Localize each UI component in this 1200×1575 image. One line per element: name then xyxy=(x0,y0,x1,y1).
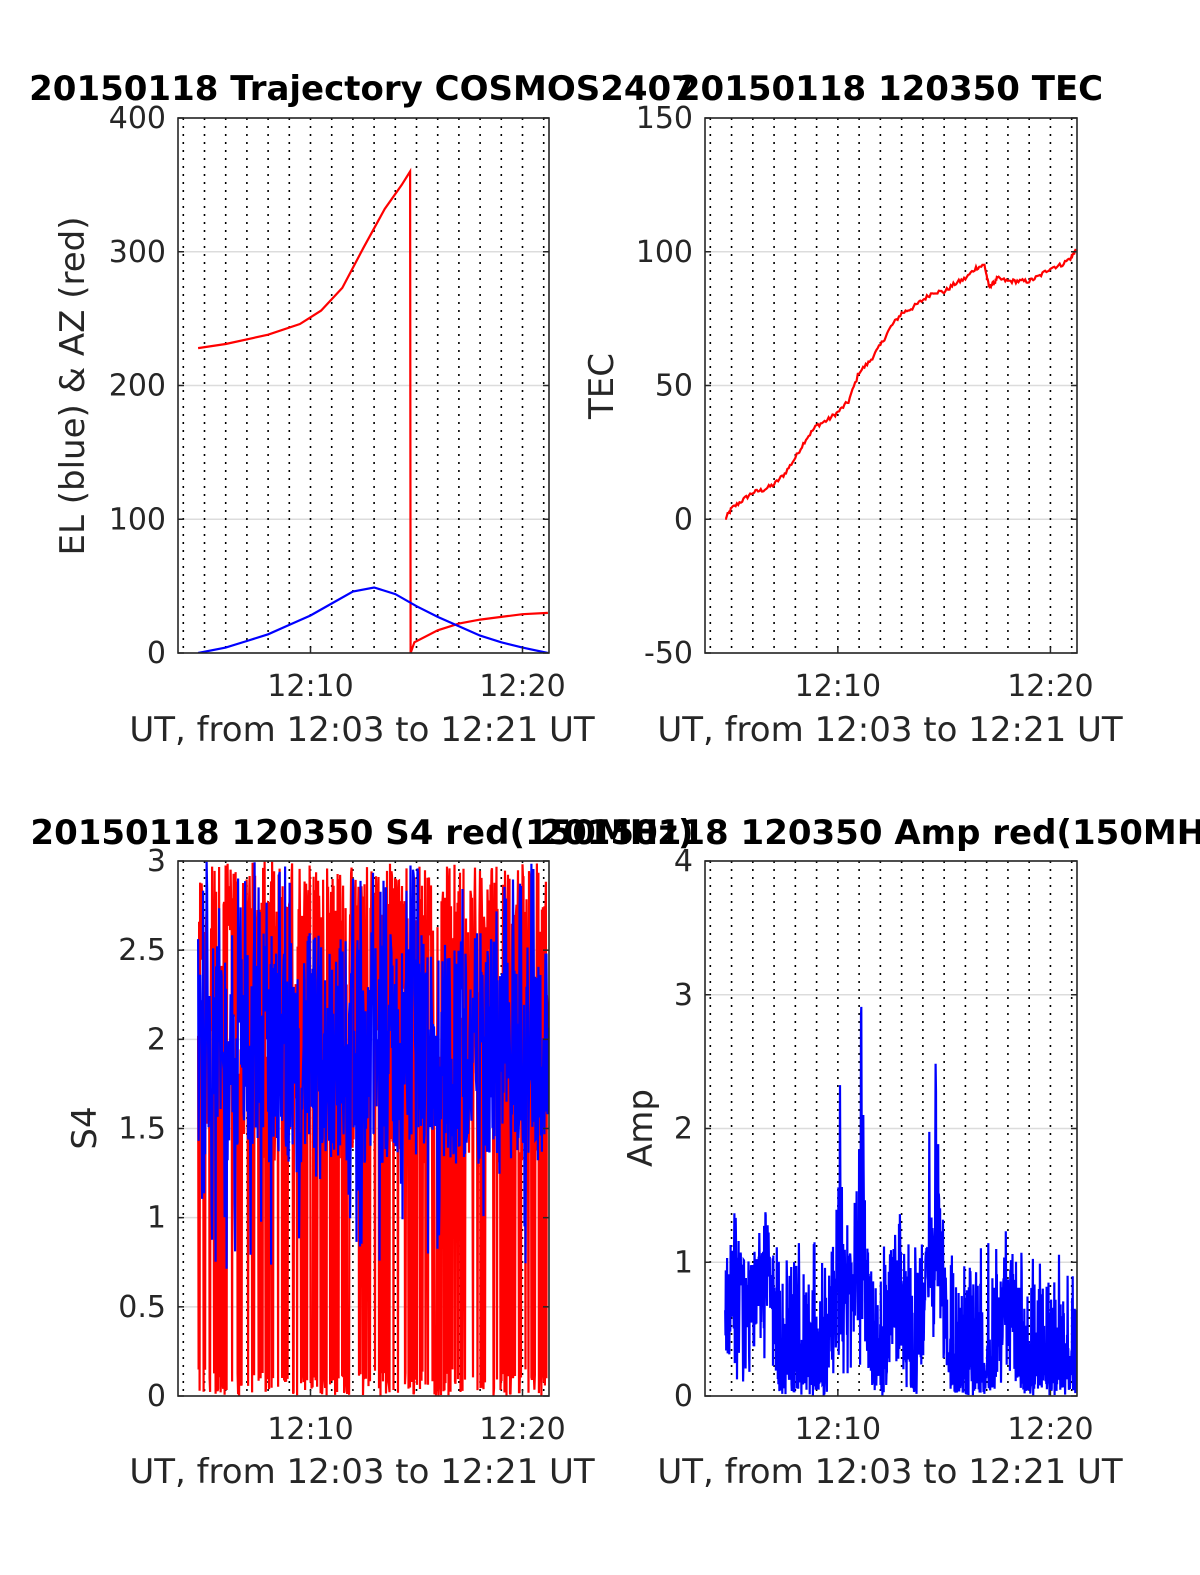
trajectory-ytick-label: 300 xyxy=(109,235,166,270)
trajectory-series-line xyxy=(197,586,549,653)
amp-panel: 20150118 120350 Amp red(150MHz) UT, from… xyxy=(539,813,1200,1492)
tec-series-line xyxy=(724,248,1077,520)
amp-ytick-label: 0 xyxy=(674,1379,693,1414)
trajectory-xlabel: UT, from 12:03 to 12:21 UT xyxy=(129,710,595,750)
amp-xtick-label: 12:20 xyxy=(1007,1412,1093,1447)
tec-title: 20150118 120350 TEC xyxy=(677,69,1103,109)
trajectory-series-line xyxy=(197,167,548,653)
s4-title: 20150118 120350 S4 red(150MHz) xyxy=(30,813,693,853)
s4-ytick-label: 1.5 xyxy=(118,1112,166,1147)
tec-xtick-label: 12:20 xyxy=(1007,669,1093,704)
tec-ytick-label: 150 xyxy=(636,101,693,136)
trajectory-ytick-label: 400 xyxy=(109,101,166,136)
amp-ylabel: Amp xyxy=(621,1089,661,1167)
trajectory-ylabel: EL (blue) & AZ (red) xyxy=(53,216,93,555)
amp-series-line xyxy=(724,1006,1077,1396)
amp-series-group xyxy=(724,1006,1077,1396)
s4-xtick-label: 12:10 xyxy=(267,1412,353,1447)
trajectory-ytick-label: 200 xyxy=(109,369,166,404)
s4-xtick-label: 12:20 xyxy=(479,1412,565,1447)
trajectory-ytick-label: 100 xyxy=(109,502,166,537)
tec-xlabel: UT, from 12:03 to 12:21 UT xyxy=(657,710,1123,750)
amp-ytick-label: 1 xyxy=(674,1245,693,1280)
amp-ytick-label: 3 xyxy=(674,978,693,1013)
s4-ytick-label: 1 xyxy=(147,1201,166,1236)
amp-ytick-label: 4 xyxy=(674,844,693,879)
tec-xtick-label: 12:10 xyxy=(795,669,881,704)
amp-title: 20150118 120350 Amp red(150MHz) xyxy=(539,813,1200,853)
trajectory-panel: 20150118 Trajectory COSMOS2407 UT, from … xyxy=(29,69,695,750)
tec-ytick-label: 0 xyxy=(674,502,693,537)
tec-ylabel: TEC xyxy=(582,353,622,420)
s4-xlabel: UT, from 12:03 to 12:21 UT xyxy=(129,1452,595,1492)
trajectory-series-group xyxy=(197,167,549,653)
trajectory-ytick-label: 0 xyxy=(147,636,166,671)
trajectory-xtick-label: 12:10 xyxy=(267,669,353,704)
s4-ylabel: S4 xyxy=(65,1106,105,1149)
s4-ytick-label: 2.5 xyxy=(118,933,166,968)
amp-xtick-label: 12:10 xyxy=(795,1412,881,1447)
s4-ytick-label: 2 xyxy=(147,1022,166,1057)
tec-ytick-label: 50 xyxy=(655,369,693,404)
s4-ytick-label: 0.5 xyxy=(118,1290,166,1325)
trajectory-xtick-label: 12:20 xyxy=(479,669,565,704)
amp-ytick-label: 2 xyxy=(674,1112,693,1147)
tec-ytick-label: 100 xyxy=(636,235,693,270)
tec-ytick-label: -50 xyxy=(644,636,693,671)
s4-series-line xyxy=(197,861,549,1269)
tec-series-group xyxy=(724,248,1077,520)
s4-ytick-label: 0 xyxy=(147,1379,166,1414)
tec-panel: 20150118 120350 TEC UT, from 12:03 to 12… xyxy=(582,69,1123,750)
s4-panel: 20150118 120350 S4 red(150MHz) UT, from … xyxy=(30,813,693,1492)
trajectory-title: 20150118 Trajectory COSMOS2407 xyxy=(29,69,695,109)
amp-xlabel: UT, from 12:03 to 12:21 UT xyxy=(657,1452,1123,1492)
s4-ytick-label: 3 xyxy=(147,844,166,879)
s4-series-group xyxy=(197,861,549,1396)
